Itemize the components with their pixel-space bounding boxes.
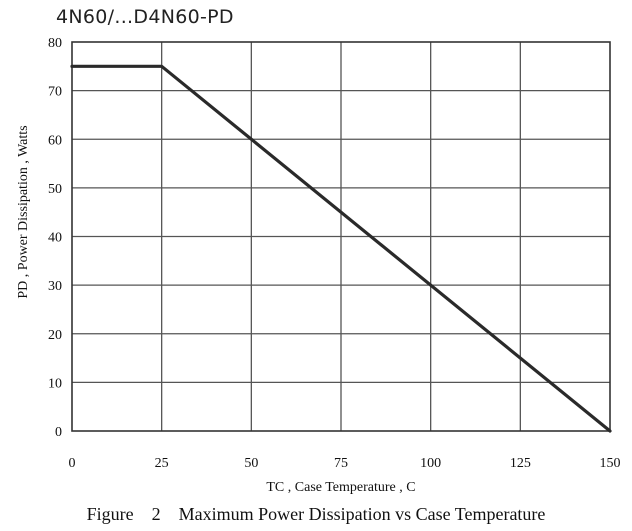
- x-tick-label-100: 100: [420, 456, 441, 471]
- x-tick-label-0: 0: [69, 456, 76, 471]
- x-tick-label-125: 125: [510, 456, 531, 471]
- figure-caption: Figure 2 Maximum Power Dissipation vs Ca…: [86, 504, 546, 524]
- y-tick-labels: 0 10 20 30 40 50 60 70 80: [48, 36, 62, 440]
- plot-border: [71, 41, 611, 432]
- plot-frame: [71, 41, 611, 432]
- x-tick-labels: 0 25 50 75 100 125 150: [69, 456, 621, 471]
- y-axis-title: PD , Power Dissipation , Watts: [16, 125, 31, 298]
- power-dissipation-chart: 0 25 50 75 100 125 150 0 10 20 30 40 50 60 70 80 TC , …: [16, 36, 621, 495]
- x-tick-label-50: 50: [244, 456, 258, 471]
- x-tick-label-25: 25: [155, 456, 169, 471]
- x-tick-label-75: 75: [334, 456, 348, 471]
- y-tick-label-60: 60: [48, 133, 62, 148]
- page-title: 4N60/...D4N60-PD: [56, 6, 234, 28]
- y-tick-label-40: 40: [48, 231, 62, 246]
- y-tick-label-20: 20: [48, 328, 62, 343]
- x-tick-label-150: 150: [600, 456, 621, 471]
- y-tick-label-50: 50: [48, 182, 62, 197]
- y-tick-label-10: 10: [48, 376, 62, 391]
- y-tick-label-30: 30: [48, 279, 62, 294]
- y-tick-label-70: 70: [48, 85, 62, 100]
- y-tick-label-0: 0: [55, 425, 62, 440]
- y-tick-label-80: 80: [48, 36, 62, 51]
- chart-grid: [72, 42, 610, 431]
- series-layer: [70, 64, 612, 433]
- x-axis-title: TC , Case Temperature , C: [266, 480, 415, 495]
